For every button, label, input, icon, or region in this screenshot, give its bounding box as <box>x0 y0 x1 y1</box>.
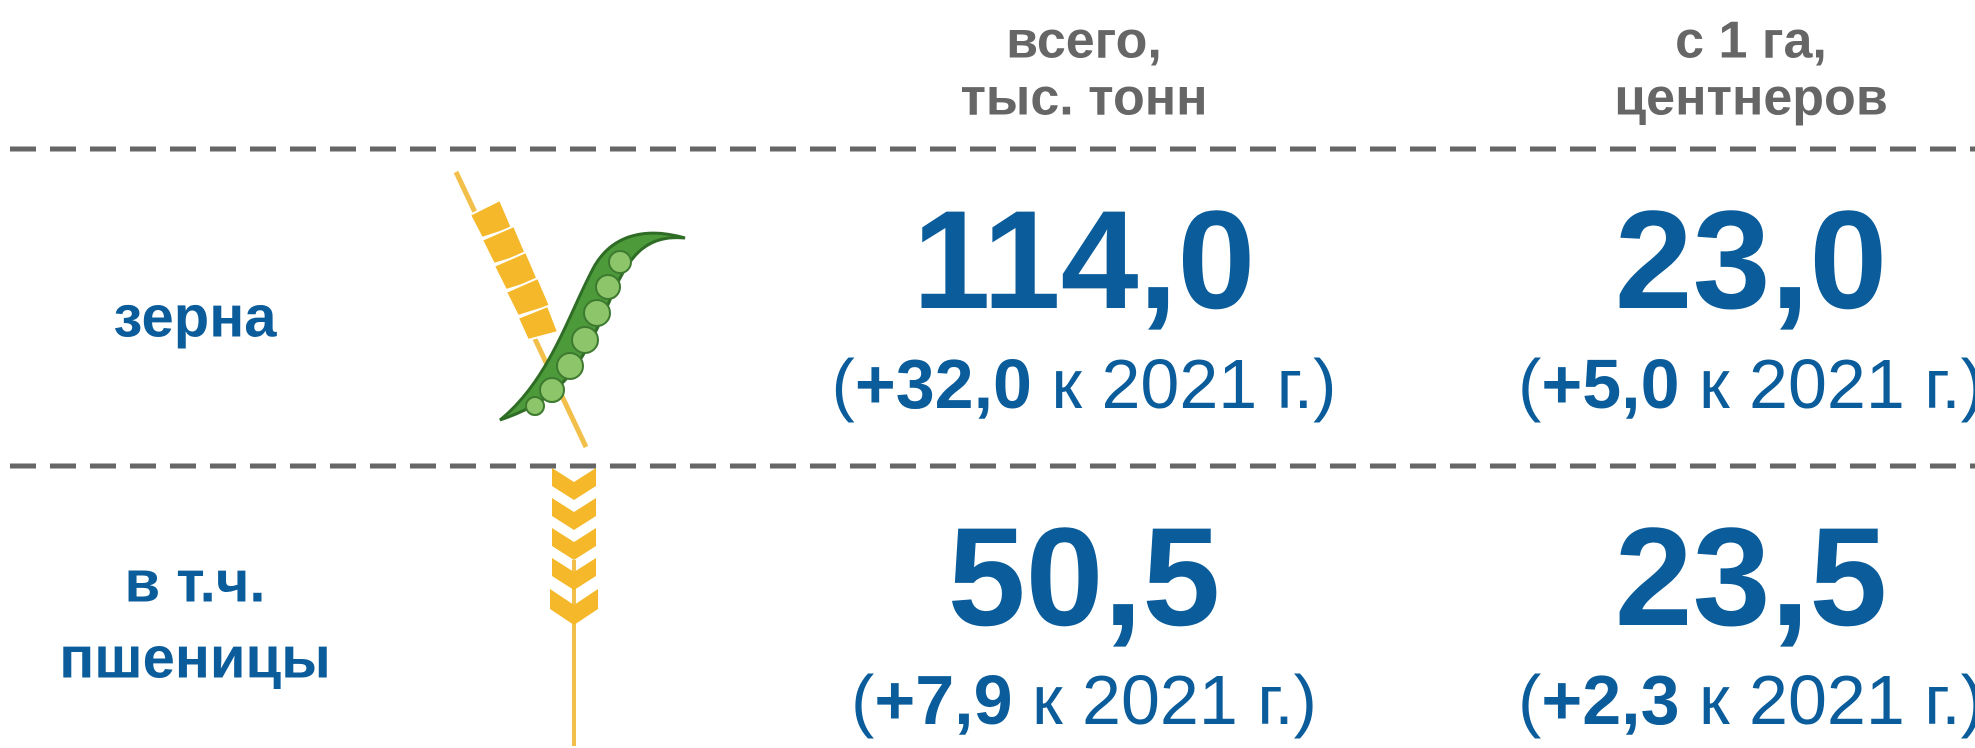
value: 23,0 <box>1615 181 1887 338</box>
row-label: в т.ч. <box>125 549 266 614</box>
row-label: пшеницы <box>59 625 331 690</box>
change: (+32,0 к 2021 г.) <box>832 345 1337 423</box>
change-part: +2,3 <box>1541 661 1679 739</box>
page: всего,тыс. тонн с 1 га,центнеров зерна 114,… <box>0 0 1975 748</box>
change: (+2,3 к 2021 г.) <box>1518 661 1975 739</box>
column-header: всего, <box>1006 12 1162 70</box>
row-label: зерна <box>113 284 277 349</box>
change-part: к 2021 г.) <box>1032 345 1336 423</box>
column-header: с 1 га, <box>1675 12 1827 70</box>
change-part: к 2021 г.) <box>1013 661 1317 739</box>
change-part: ( <box>851 661 874 739</box>
change-part: ( <box>1518 661 1541 739</box>
change-part: ( <box>832 345 855 423</box>
grain-icon <box>456 172 685 447</box>
change: (+5,0 к 2021 г.) <box>1518 345 1975 423</box>
column-header: тыс. тонн <box>960 69 1207 127</box>
change-part: +5,0 <box>1541 345 1679 423</box>
change-part: +7,9 <box>874 661 1012 739</box>
value: 50,5 <box>948 498 1220 655</box>
column-header: центнеров <box>1614 69 1888 127</box>
change-part: ( <box>1518 345 1541 423</box>
change: (+7,9 к 2021 г.) <box>851 661 1317 739</box>
wheat-icon <box>550 468 598 746</box>
change-part: +32,0 <box>855 345 1032 423</box>
value: 23,5 <box>1615 498 1887 655</box>
value: 114,0 <box>913 181 1256 338</box>
change-part: к 2021 г.) <box>1680 661 1975 739</box>
change-part: к 2021 г.) <box>1680 345 1975 423</box>
